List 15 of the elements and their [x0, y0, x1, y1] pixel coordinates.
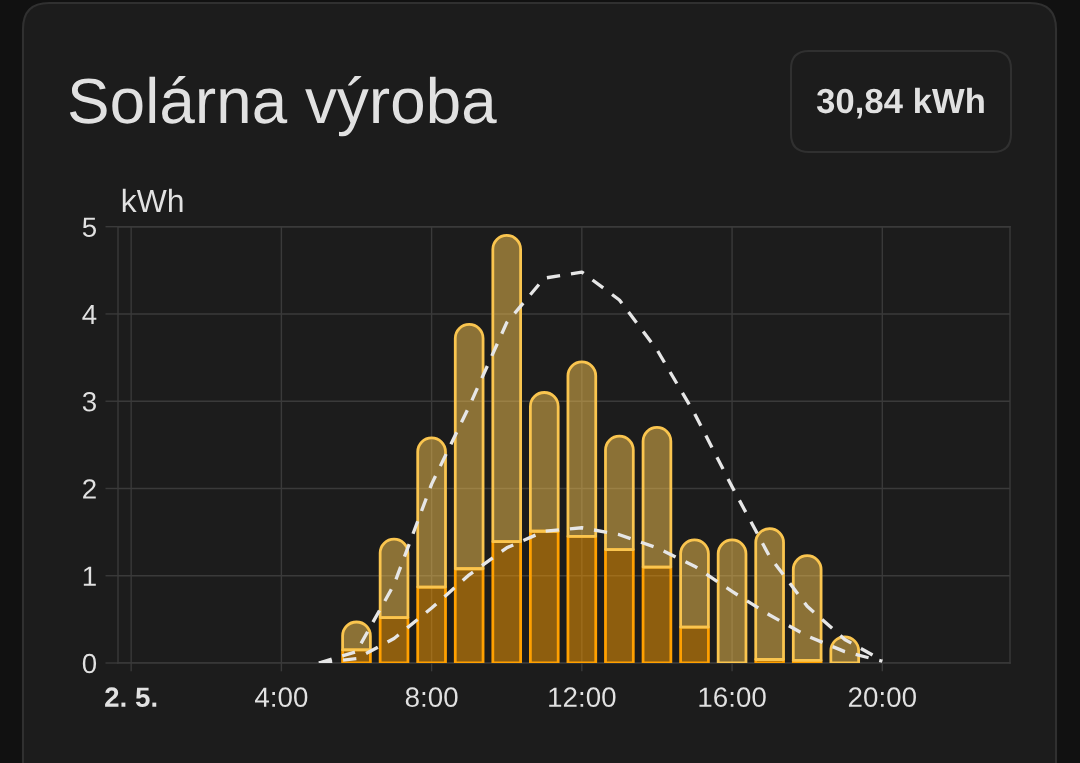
y-tick-label: 1 [83, 566, 96, 586]
chart-title: Solárna výroba [69, 75, 497, 137]
y-tick-label: 3 [82, 391, 96, 412]
text: 30,84 kWh [816, 87, 984, 119]
x-tick-label: 2. 5. [105, 687, 157, 708]
y-tick-label: 5 [82, 217, 96, 238]
x-tick-label: 12:00 [549, 687, 616, 708]
y-tick-label: 0 [82, 653, 97, 674]
y-axis-title: kWh [122, 188, 183, 212]
y-tick-label: 2 [83, 479, 96, 499]
x-tick-label: 16:00 [699, 687, 766, 708]
x-tick-label: 4:00 [254, 687, 308, 708]
x-tick-label: 20:00 [848, 687, 916, 708]
x-tick-label: 8:00 [405, 687, 458, 708]
y-tick-label: 4 [82, 304, 97, 325]
